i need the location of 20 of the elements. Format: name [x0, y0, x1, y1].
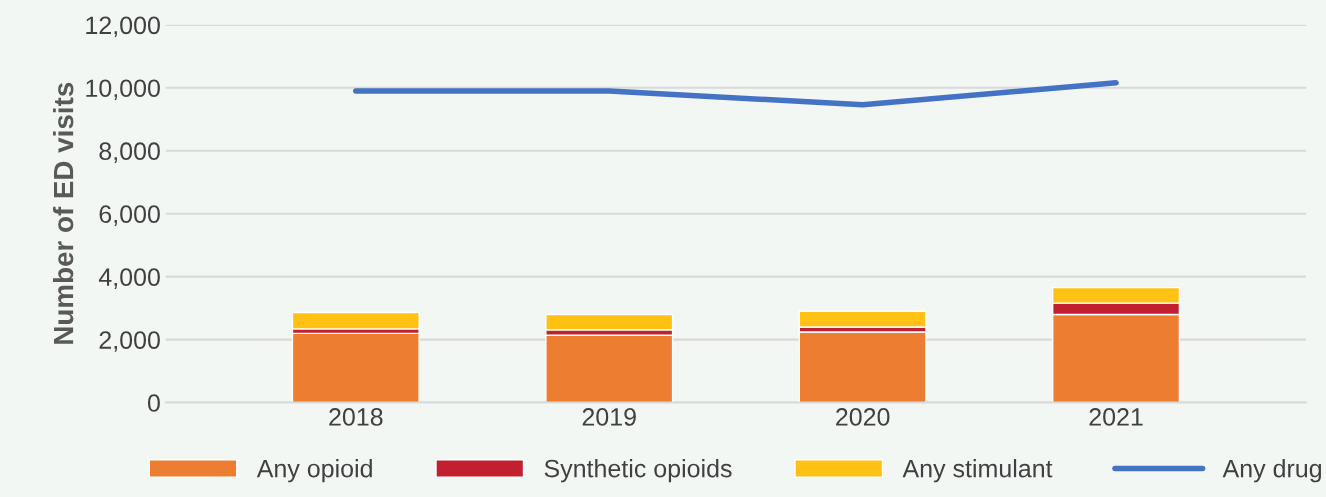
bar [545, 334, 674, 403]
legend-label: Any drug [1222, 459, 1321, 483]
x-tick-label: 2018 [329, 408, 383, 426]
legend-label: Any stimulant [902, 459, 1053, 483]
bar [291, 332, 420, 403]
y-tick-label: 12,000 [86, 16, 160, 38]
legend-label: Any opioid [256, 459, 372, 483]
x-tick-label: 2020 [836, 408, 890, 426]
y-tick-label: 6,000 [99, 205, 160, 226]
y-tick-label: 8,000 [99, 142, 160, 164]
x-tick-label: 2021 [1089, 408, 1143, 426]
legend-label: Synthetic opioids [544, 459, 732, 483]
bar [798, 331, 927, 403]
y-tick-label: 4,000 [98, 268, 160, 289]
y-tick-label: 2,000 [99, 331, 160, 352]
y-axis-title: Number of ED visits [52, 82, 74, 344]
bar [291, 311, 420, 330]
y-tick-label: 10,000 [86, 79, 160, 101]
y-tick-label: 0 [147, 394, 160, 412]
x-tick-label: 2019 [582, 408, 636, 426]
